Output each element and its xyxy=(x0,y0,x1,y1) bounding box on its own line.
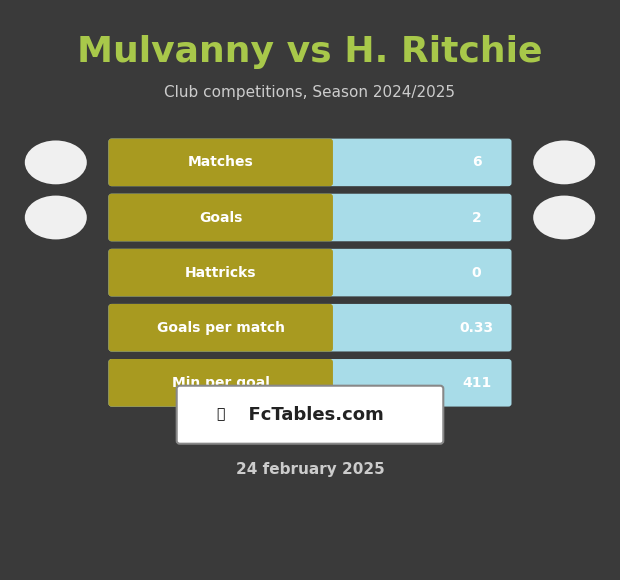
Text: Matches: Matches xyxy=(188,155,254,169)
Text: 0: 0 xyxy=(472,266,482,280)
FancyBboxPatch shape xyxy=(108,249,511,296)
Text: Club competitions, Season 2024/2025: Club competitions, Season 2024/2025 xyxy=(164,85,456,100)
Text: 2: 2 xyxy=(472,211,482,224)
FancyBboxPatch shape xyxy=(108,304,333,351)
Ellipse shape xyxy=(25,195,87,240)
FancyBboxPatch shape xyxy=(108,194,333,241)
Text: FcTables.com: FcTables.com xyxy=(236,405,384,424)
FancyBboxPatch shape xyxy=(108,194,511,241)
FancyBboxPatch shape xyxy=(108,249,333,296)
Text: 📊: 📊 xyxy=(216,408,224,422)
FancyBboxPatch shape xyxy=(108,359,511,407)
Ellipse shape xyxy=(25,140,87,184)
Ellipse shape xyxy=(533,140,595,184)
Text: 6: 6 xyxy=(472,155,482,169)
Text: Hattricks: Hattricks xyxy=(185,266,257,280)
Text: Goals per match: Goals per match xyxy=(157,321,285,335)
FancyBboxPatch shape xyxy=(108,139,511,186)
Ellipse shape xyxy=(533,195,595,240)
FancyBboxPatch shape xyxy=(108,304,511,351)
Text: Goals: Goals xyxy=(199,211,242,224)
FancyBboxPatch shape xyxy=(108,359,333,407)
Text: Mulvanny vs H. Ritchie: Mulvanny vs H. Ritchie xyxy=(78,35,542,69)
Text: 24 february 2025: 24 february 2025 xyxy=(236,462,384,477)
Text: Min per goal: Min per goal xyxy=(172,376,270,390)
FancyBboxPatch shape xyxy=(177,386,443,444)
Text: 0.33: 0.33 xyxy=(459,321,494,335)
Text: 411: 411 xyxy=(462,376,491,390)
FancyBboxPatch shape xyxy=(108,139,333,186)
